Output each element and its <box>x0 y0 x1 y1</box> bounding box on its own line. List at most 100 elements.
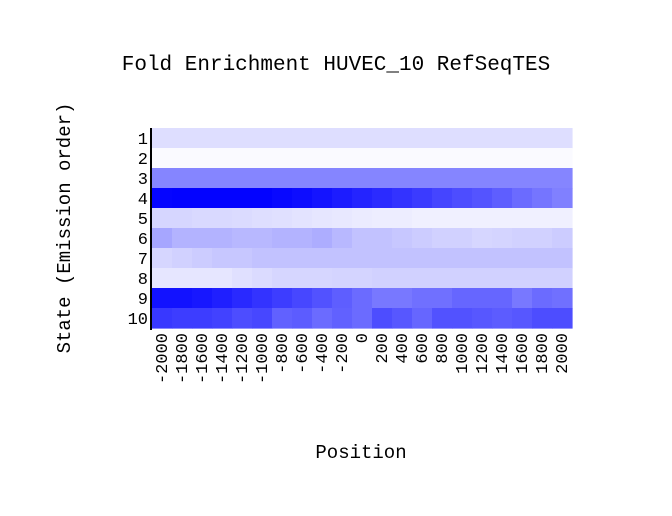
heatmap-cell <box>552 208 573 229</box>
heatmap-cell <box>232 128 253 149</box>
heatmap-cell <box>532 188 553 209</box>
heatmap-cell <box>432 288 453 309</box>
heatmap-cell <box>272 308 293 329</box>
heatmap-cell <box>452 228 473 249</box>
heatmap-cell <box>532 148 553 169</box>
heatmap-cell <box>192 228 213 249</box>
heatmap-cell <box>372 148 393 169</box>
heatmap-cell <box>532 228 553 249</box>
heatmap-cell <box>192 208 213 229</box>
heatmap-cell <box>272 168 293 189</box>
heatmap-cell <box>272 248 293 269</box>
y-axis-label: State (Emission order) <box>54 103 76 354</box>
x-tick-label: -400 <box>314 333 333 374</box>
heatmap-cell <box>492 148 513 169</box>
heatmap-cell <box>232 248 253 269</box>
heatmap-cell <box>352 168 373 189</box>
heatmap-cell <box>552 188 573 209</box>
heatmap-cell <box>532 288 553 309</box>
heatmap-cell <box>452 308 473 329</box>
x-axis-label: Position <box>315 442 406 464</box>
heatmap-cell <box>552 168 573 189</box>
heatmap-cell <box>472 268 493 289</box>
heatmap-cell <box>252 248 273 269</box>
heatmap-cell <box>212 228 233 249</box>
x-tick-label: 2000 <box>554 333 573 374</box>
heatmap-cell <box>372 248 393 269</box>
heatmap-cell <box>272 148 293 169</box>
heatmap-cell <box>512 168 533 189</box>
heatmap-cell <box>332 248 353 269</box>
heatmap-cell <box>552 128 573 149</box>
heatmap-cell <box>232 228 253 249</box>
heatmap-cell <box>532 208 553 229</box>
heatmap-cell <box>172 308 193 329</box>
heatmap-cell <box>492 188 513 209</box>
heatmap-cell <box>252 168 273 189</box>
heatmap-cell <box>212 268 233 289</box>
heatmap-cell <box>332 188 353 209</box>
heatmap-cell <box>492 228 513 249</box>
heatmap-cell <box>172 208 193 229</box>
heatmap-cell <box>412 268 433 289</box>
heatmap-cell <box>312 248 333 269</box>
heatmap-cell <box>152 228 173 249</box>
heatmap-cell <box>252 188 273 209</box>
heatmap-cell <box>492 128 513 149</box>
x-tick-label: -800 <box>274 333 293 374</box>
heatmap-cell <box>552 228 573 249</box>
heatmap-cell <box>332 268 353 289</box>
x-tick-label: 800 <box>434 333 453 364</box>
heatmap-cell <box>172 128 193 149</box>
x-tick-label: 1800 <box>534 333 553 374</box>
heatmap-cell <box>252 308 273 329</box>
heatmap-cell <box>352 208 373 229</box>
heatmap-cell <box>432 188 453 209</box>
heatmap-cell <box>312 268 333 289</box>
heatmap-cell <box>552 308 573 329</box>
heatmap-cell <box>412 308 433 329</box>
heatmap-cell <box>232 208 253 229</box>
x-tick-labels: -2000 -1800 -1600 -1400 -1200 -1000 -800 -600 -4… <box>154 333 573 384</box>
heatmap-cell <box>472 248 493 269</box>
heatmap-cell <box>212 248 233 269</box>
heatmap-cell <box>152 308 173 329</box>
x-tick-label: 600 <box>414 333 433 364</box>
heatmap-cell <box>152 188 173 209</box>
heatmap-cell <box>512 268 533 289</box>
heatmap-cell <box>432 148 453 169</box>
heatmap-cell <box>412 208 433 229</box>
heatmap-cell <box>512 128 533 149</box>
heatmap-cell <box>172 148 193 169</box>
heatmap-cell <box>472 208 493 229</box>
heatmap-cell <box>392 208 413 229</box>
heatmap-cell <box>152 128 173 149</box>
heatmap-cell <box>232 288 253 309</box>
heatmap-cell <box>352 268 373 289</box>
heatmap-cell <box>392 188 413 209</box>
heatmap-cell <box>172 288 193 309</box>
heatmap-cell <box>372 168 393 189</box>
heatmap-cell <box>292 268 313 289</box>
heatmap-cell <box>312 148 333 169</box>
heatmap-cell <box>172 228 193 249</box>
heatmap-cell <box>472 148 493 169</box>
heatmap-cell <box>352 288 373 309</box>
heatmap-cell <box>212 188 233 209</box>
heatmap-cell <box>292 248 313 269</box>
heatmap-cell <box>392 148 413 169</box>
x-tick-label: -200 <box>334 333 353 374</box>
heatmap-cell <box>192 288 213 309</box>
heatmap-cell <box>452 208 473 229</box>
heatmap-cell <box>152 168 173 189</box>
x-tick-label: -2000 <box>154 333 173 384</box>
heatmap-cell <box>372 188 393 209</box>
heatmap-cell <box>372 268 393 289</box>
heatmap-cell <box>512 208 533 229</box>
y-tick-label: 1 <box>138 131 148 150</box>
heatmap-cell <box>252 228 273 249</box>
heatmap-cell <box>292 228 313 249</box>
heatmap-cell <box>432 228 453 249</box>
heatmap-cell <box>352 148 373 169</box>
